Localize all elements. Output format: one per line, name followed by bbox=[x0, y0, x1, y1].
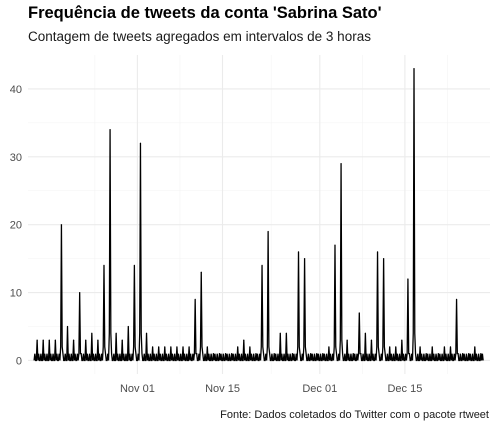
data-point bbox=[237, 346, 239, 348]
data-point bbox=[358, 312, 360, 314]
data-point bbox=[206, 346, 208, 348]
data-point bbox=[72, 339, 75, 341]
data-point bbox=[194, 298, 196, 300]
series-line bbox=[33, 68, 484, 362]
data-point bbox=[370, 339, 373, 341]
data-point bbox=[85, 339, 87, 341]
data-point bbox=[431, 346, 433, 348]
data-point bbox=[133, 264, 135, 267]
data-point bbox=[145, 332, 148, 334]
y-tick-label: 20 bbox=[10, 220, 22, 232]
data-point bbox=[303, 258, 306, 260]
data-point bbox=[218, 353, 221, 355]
data-point bbox=[334, 244, 336, 246]
data-point bbox=[212, 353, 215, 355]
data-point bbox=[279, 332, 281, 334]
x-tick-label: Dec 01 bbox=[302, 383, 337, 395]
data-point bbox=[389, 346, 391, 348]
data-point bbox=[291, 353, 294, 355]
data-point bbox=[121, 339, 123, 341]
data-point bbox=[383, 258, 385, 260]
data-point bbox=[346, 339, 348, 341]
chart-subtitle: Contagem de tweets agregados em interval… bbox=[28, 29, 371, 44]
data-point bbox=[66, 325, 69, 328]
data-point bbox=[376, 251, 379, 253]
data-point bbox=[437, 353, 439, 355]
data-point bbox=[413, 67, 415, 70]
x-tick-label: Nov 01 bbox=[120, 383, 155, 395]
data-point bbox=[164, 346, 166, 348]
data-point bbox=[462, 353, 464, 355]
data-point bbox=[249, 346, 251, 348]
y-tick-label: 10 bbox=[10, 288, 22, 300]
data-point bbox=[340, 162, 342, 165]
data-point bbox=[401, 339, 403, 341]
y-tick-label: 30 bbox=[10, 152, 22, 164]
data-point bbox=[182, 346, 184, 348]
data-point bbox=[364, 332, 366, 334]
data-point bbox=[443, 346, 446, 348]
data-point bbox=[261, 264, 263, 267]
x-tick-label: Nov 15 bbox=[205, 383, 240, 395]
data-point bbox=[48, 339, 50, 341]
data-point bbox=[455, 298, 458, 300]
data-point bbox=[115, 332, 117, 334]
y-tick-label: 40 bbox=[10, 84, 22, 96]
data-point bbox=[419, 346, 421, 348]
x-tick-label: Dec 15 bbox=[387, 383, 422, 395]
data-point bbox=[158, 346, 160, 348]
data-point bbox=[449, 346, 452, 348]
chart-caption: Fonte: Dados coletados do Twitter com o … bbox=[220, 409, 489, 421]
data-point bbox=[79, 291, 81, 294]
data-point bbox=[170, 346, 172, 348]
data-point bbox=[425, 353, 427, 355]
data-point bbox=[395, 346, 397, 348]
data-point bbox=[97, 339, 99, 341]
data-point bbox=[310, 353, 312, 355]
y-tick-label: 0 bbox=[16, 355, 22, 367]
chart-title: Frequência de tweets da conta 'Sabrina S… bbox=[28, 4, 382, 22]
data-point bbox=[480, 353, 482, 355]
data-point bbox=[297, 251, 300, 253]
data-point bbox=[224, 353, 227, 355]
data-point bbox=[91, 332, 93, 334]
data-point bbox=[139, 142, 142, 144]
data-point bbox=[231, 353, 233, 355]
data-point bbox=[273, 353, 275, 355]
data-point bbox=[188, 346, 190, 348]
data-point bbox=[267, 230, 269, 233]
data-point bbox=[127, 325, 129, 328]
data-point bbox=[36, 339, 38, 341]
data-point bbox=[255, 353, 257, 355]
data-point bbox=[407, 278, 409, 280]
data-point bbox=[285, 332, 287, 334]
data-point bbox=[152, 346, 154, 348]
data-point bbox=[243, 339, 245, 341]
data-point bbox=[328, 346, 330, 348]
data-point bbox=[322, 353, 324, 355]
data-point bbox=[54, 339, 56, 341]
data-point bbox=[316, 353, 318, 355]
data-point bbox=[176, 346, 178, 348]
data-point bbox=[200, 271, 202, 273]
data-point bbox=[468, 353, 470, 355]
data-point bbox=[352, 353, 354, 355]
data-point bbox=[109, 129, 111, 131]
data-point bbox=[103, 264, 105, 267]
data-point bbox=[60, 224, 63, 226]
data-point bbox=[42, 339, 44, 341]
data-point bbox=[474, 346, 476, 348]
